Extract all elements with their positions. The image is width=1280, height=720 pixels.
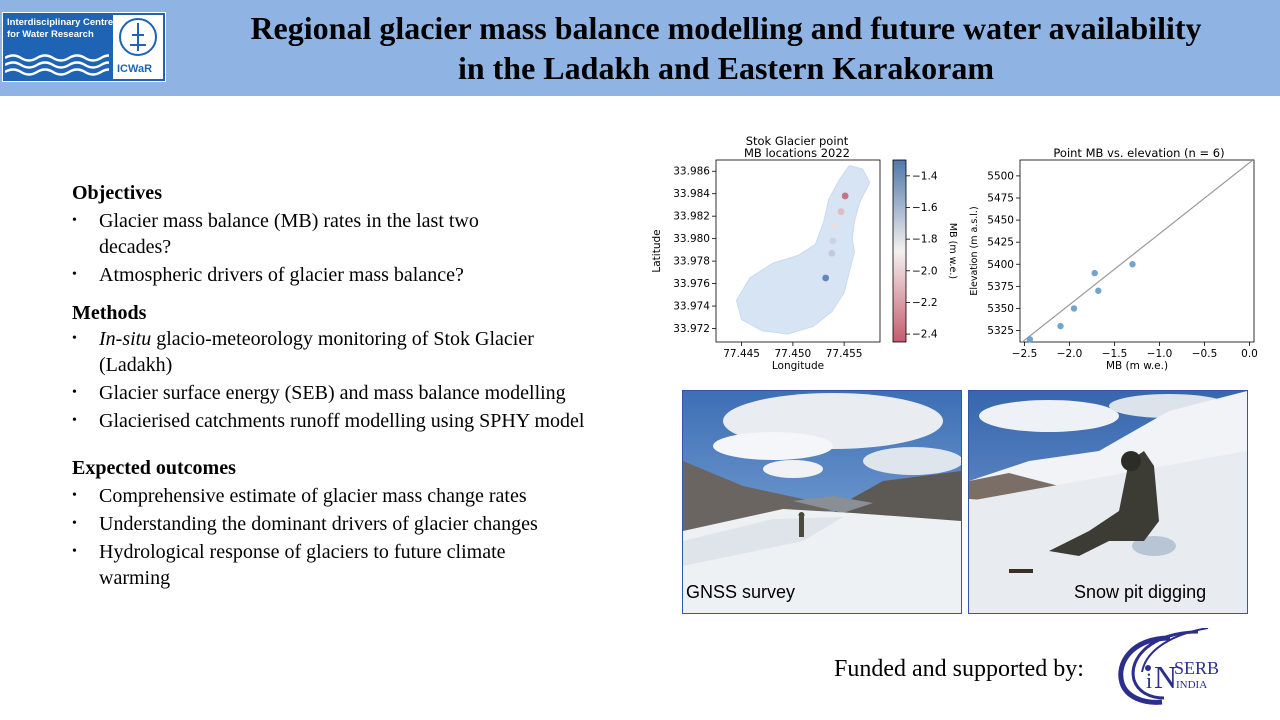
list-item: Glacier mass balance (MB) rates in the l…	[72, 208, 479, 260]
x-tick-label: −2.5	[1012, 348, 1038, 360]
photo-caption: Snow pit digging	[1074, 582, 1207, 602]
data-point	[1026, 336, 1034, 343]
snow-pit-photo	[969, 391, 1247, 613]
page-title: Regional glacier mass balance modelling …	[250, 10, 1202, 86]
data-point	[829, 237, 837, 245]
list-item: Hydrological response of glaciers to fut…	[72, 539, 538, 591]
stok-glacier-map-chart: Stok Glacier point MB locations 2022 77.…	[651, 134, 958, 372]
data-point	[831, 222, 839, 230]
org-acronym: ICWaR	[117, 63, 153, 75]
data-point	[822, 274, 830, 282]
x-tick-label: −0.5	[1192, 348, 1218, 360]
data-point	[1091, 269, 1098, 277]
data-point	[1057, 322, 1064, 330]
iisc-emblem-icon	[113, 15, 163, 79]
colorbar-tick-label: −2.4	[912, 329, 938, 341]
x-tick-label: −1.5	[1102, 348, 1128, 360]
svg-text:i: i	[1146, 668, 1152, 693]
x-tick-label: 77.450	[775, 348, 812, 360]
y-axis-label: Latitude	[651, 229, 663, 272]
data-point	[828, 249, 836, 257]
india-text: INDIA	[1176, 679, 1207, 691]
y-tick-label: 5475	[987, 192, 1014, 204]
colorbar-tick-label: −2.2	[912, 297, 938, 309]
list-item: Glacierised catchments runoff modelling …	[72, 408, 584, 434]
svg-text:N: N	[1154, 659, 1177, 695]
colorbar-tick-label: −2.0	[912, 265, 938, 277]
objectives-list: Glacier mass balance (MB) rates in the l…	[72, 208, 479, 290]
methods-heading: Methods	[72, 302, 147, 324]
data-point	[837, 208, 845, 216]
snow-pit-digging-photo	[968, 390, 1248, 614]
header-banner: Interdisciplinary Centre for Water Resea…	[0, 0, 1280, 96]
glacier-outline	[735, 165, 871, 335]
y-tick-label: 5450	[987, 215, 1014, 227]
list-item: Glacier surface energy (SEB) and mass ba…	[72, 380, 584, 406]
outcomes-heading: Expected outcomes	[72, 457, 236, 479]
colorbar-tick-label: −1.4	[912, 170, 938, 182]
y-tick-label: 33.974	[673, 301, 710, 313]
list-item: Understanding the dominant drivers of gl…	[72, 511, 538, 537]
y-tick-label: 33.986	[673, 166, 710, 178]
list-item: Atmospheric drivers of glacier mass bala…	[72, 262, 479, 288]
chart-title: MB locations 2022	[744, 146, 850, 160]
x-tick-label: −2.0	[1057, 348, 1083, 360]
y-tick-label: 5500	[987, 170, 1014, 182]
mb-vs-elevation-chart: Point MB vs. elevation (n = 6) −2.5 −2.0 −…	[969, 146, 1258, 372]
list-item: Comprehensive estimate of glacier mass c…	[72, 483, 538, 509]
y-tick-label: 5425	[987, 237, 1014, 249]
y-tick-label: 33.982	[673, 211, 710, 223]
y-tick-label: 5375	[987, 281, 1014, 293]
colorbar-tick-label: −1.8	[912, 234, 938, 246]
colorbar-label: MB (m w.e.)	[947, 223, 958, 279]
y-tick-label: 33.980	[673, 233, 710, 245]
y-tick-label: 33.984	[673, 188, 710, 200]
x-tick-label: 77.455	[826, 348, 863, 360]
data-point	[1070, 305, 1078, 312]
y-tick-label: 33.972	[673, 323, 710, 335]
y-axis-label: Elevation (m a.s.l.)	[969, 206, 980, 295]
icwar-logo: Interdisciplinary Centre for Water Resea…	[2, 12, 166, 82]
water-waves-icon	[5, 54, 109, 76]
swoosh-icon	[1118, 635, 1171, 705]
photo-caption: GNSS survey	[686, 582, 796, 602]
y-tick-label: 5400	[987, 259, 1014, 271]
methods-list: In-situ glacio-meteorology monitoring of…	[72, 326, 584, 436]
glacier-landscape-photo	[683, 391, 961, 613]
y-tick-label: 33.978	[673, 256, 710, 268]
gnss-survey-photo	[682, 390, 962, 614]
outcomes-list: Comprehensive estimate of glacier mass c…	[72, 483, 538, 593]
serb-text: SERB	[1174, 658, 1219, 678]
data-point	[841, 192, 849, 200]
list-item: In-situ glacio-meteorology monitoring of…	[72, 326, 584, 378]
serb-india-logo: i N SERB INDIA	[1118, 628, 1219, 705]
y-tick-label: 33.976	[673, 278, 710, 290]
colorbar-tick-label: −1.6	[912, 202, 938, 214]
x-axis-label: MB (m w.e.)	[1106, 360, 1168, 372]
y-tick-label: 5350	[987, 303, 1014, 315]
chart-title: Stok Glacier point	[746, 134, 849, 148]
y-tick-label: 5325	[987, 325, 1014, 337]
x-tick-label: 77.445	[723, 348, 760, 360]
x-tick-label: −1.0	[1147, 348, 1173, 360]
data-point	[1129, 261, 1136, 268]
data-point	[1095, 287, 1102, 294]
reference-line	[1021, 160, 1254, 342]
x-tick-label: 0.0	[1241, 348, 1258, 360]
org-name: Interdisciplinary Centre for Water Resea…	[7, 17, 114, 40]
chart-title: Point MB vs. elevation (n = 6)	[1053, 146, 1224, 160]
colorbar	[892, 159, 907, 343]
funded-by-text: Funded and supported by:	[834, 656, 1084, 682]
x-axis-label: Longitude	[772, 360, 824, 372]
objectives-heading: Objectives	[72, 182, 162, 204]
